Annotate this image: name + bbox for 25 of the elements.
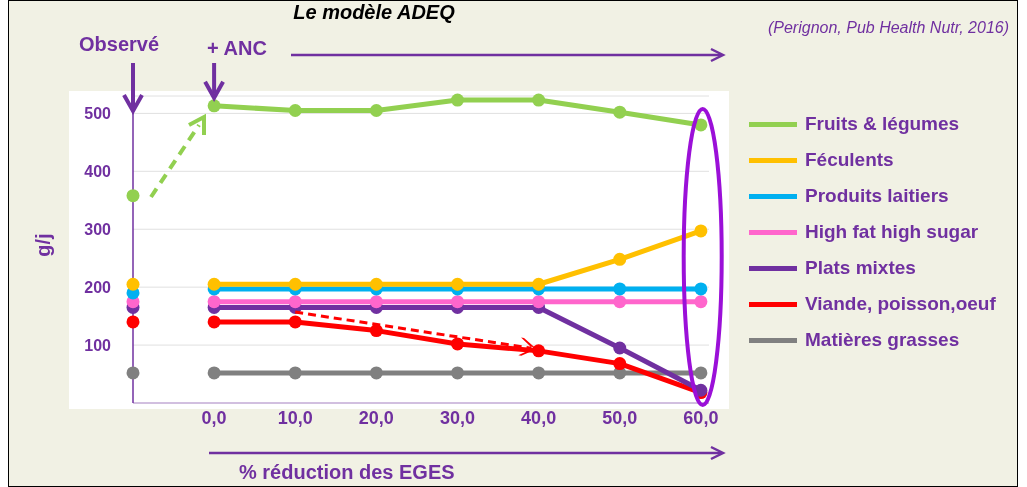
legend-label: Viande, poisson,oeuf (805, 293, 996, 315)
x-tick-label: 30,0 (439, 407, 476, 428)
legend-label: Produits laitiers (805, 185, 949, 207)
y-tick-label: 100 (84, 336, 112, 354)
legend-label: Fruits & légumes (805, 113, 960, 135)
x-tick-label: 10,0 (277, 407, 313, 428)
legend-label: Plats mixtes (805, 257, 916, 279)
x-tick-label: 20,0 (358, 407, 394, 428)
y-axis-title: g/j (31, 233, 55, 257)
x-tick-label: 60,0 (683, 407, 719, 428)
legend-label: Matières grasses (805, 329, 960, 351)
x-tick-label: 0,0 (201, 407, 227, 428)
y-tick-label: 400 (84, 162, 112, 180)
x-axis-title: % réduction des EGES (239, 461, 455, 484)
annotation: + ANC (207, 37, 267, 60)
text: (Perignon, Pub Health Nutr, 2016) (767, 19, 1009, 37)
x-tick-label: 40,0 (521, 407, 557, 428)
text: Observé (79, 33, 160, 56)
y-tick-label: 500 (84, 105, 112, 123)
legend-label: High fat high sugar (805, 221, 979, 243)
y-tick-label: 200 (84, 278, 112, 296)
legend-label: Féculents (805, 149, 894, 171)
chart-title: Le modèle ADEQ (292, 1, 456, 24)
x-tick-label: 50,0 (602, 407, 638, 428)
y-tick-label: 300 (84, 220, 112, 238)
